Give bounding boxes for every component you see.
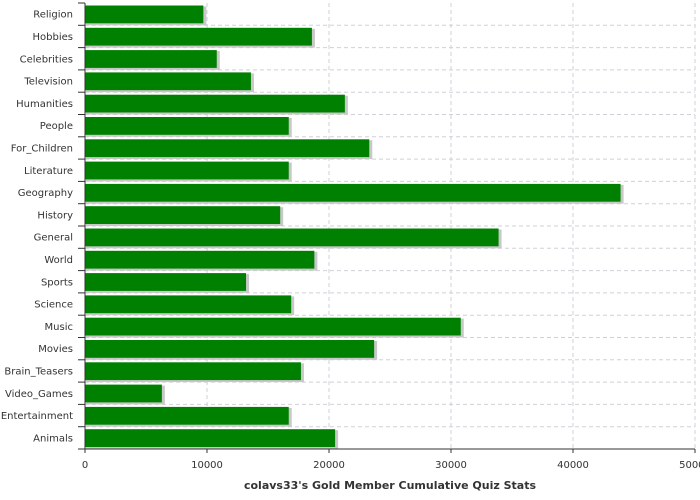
category-label: Video_Games [5, 389, 73, 400]
bar-video_games [85, 384, 162, 403]
bar-world [85, 250, 315, 269]
x-tick-label: 30000 [435, 460, 467, 471]
x-tick-label: 40000 [557, 460, 589, 471]
bar-literature [85, 161, 289, 180]
bar-hobbies [85, 27, 312, 46]
category-label: Science [34, 300, 73, 311]
category-label: Movies [38, 344, 73, 355]
category-label: History [37, 210, 73, 221]
bar-animals [85, 429, 336, 447]
x-tick-label: 10000 [191, 460, 223, 471]
category-label: Religion [33, 10, 73, 21]
bar-television [85, 72, 251, 91]
bar-science [85, 295, 292, 314]
x-tick-label: 0 [82, 460, 88, 471]
category-label: Entertainment [1, 411, 73, 422]
category-label: Television [23, 77, 73, 88]
bar-celebrities [85, 50, 217, 68]
category-label: Sports [41, 277, 73, 288]
bar-movies [85, 340, 375, 358]
category-label: Humanities [16, 99, 73, 110]
category-label: Geography [18, 188, 73, 199]
category-label: Brain_Teasers [4, 366, 73, 377]
bar-humanities [85, 94, 345, 113]
bar-history [85, 206, 281, 224]
category-label: General [34, 233, 73, 244]
x-tick-label: 20000 [313, 460, 345, 471]
category-label: World [44, 255, 73, 266]
bar-sports [85, 273, 247, 291]
bar-people [85, 117, 289, 135]
chart-title: colavs33's Gold Member Cumulative Quiz S… [244, 479, 536, 492]
category-label: Music [45, 322, 73, 333]
bar-for_children [85, 139, 370, 158]
category-label: Animals [33, 433, 73, 444]
category-label: For_Children [11, 143, 73, 154]
bar-brain_teasers [85, 362, 301, 381]
bar-general [85, 228, 499, 247]
bar-entertainment [85, 406, 289, 425]
category-label: People [40, 121, 73, 132]
bar-geography [85, 183, 621, 202]
x-tick-label: 50000 [679, 460, 700, 471]
bar-religion [85, 5, 204, 24]
category-label: Hobbies [33, 32, 73, 43]
bar-music [85, 317, 461, 336]
category-label: Celebrities [20, 54, 73, 65]
category-label: Literature [24, 166, 73, 177]
